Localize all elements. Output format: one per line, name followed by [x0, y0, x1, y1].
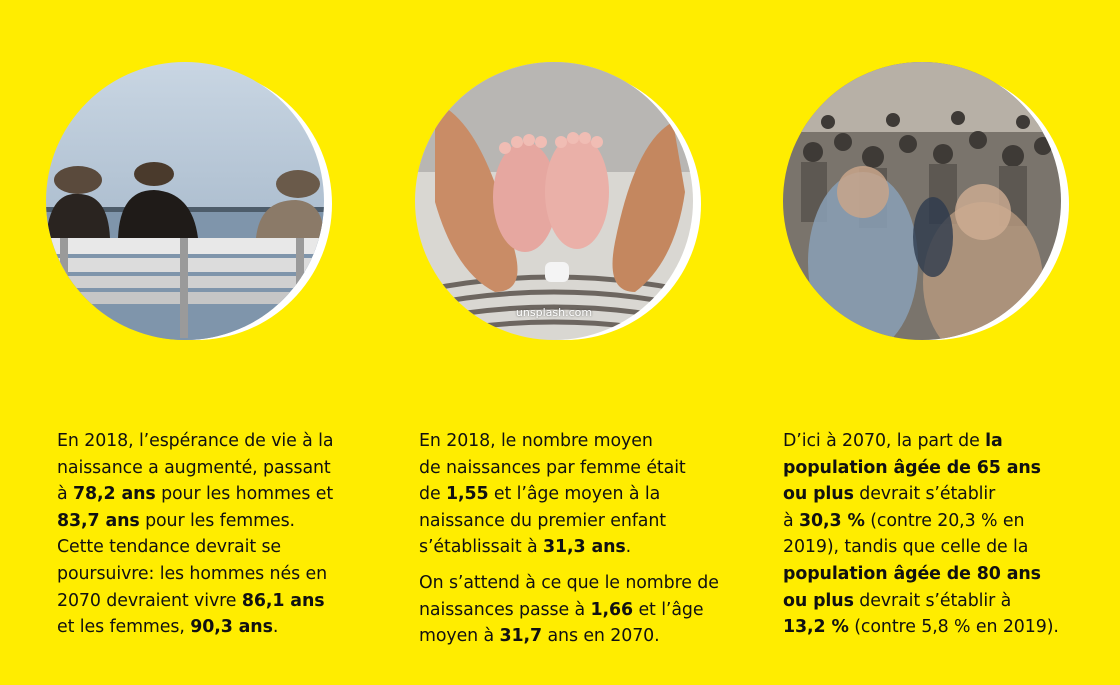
highlight-value: 30,3 %	[799, 510, 865, 531]
highlight-value: ou plus	[783, 484, 854, 505]
highlight-value: 13,2 %	[783, 617, 849, 638]
highlight-value: 83,7 ans	[57, 510, 140, 531]
highlight-value: 1,55	[445, 484, 489, 505]
panel-births: unsplash.com En 2018, le nombre moyen de …	[413, 0, 733, 685]
text-run: naissances passe à	[419, 599, 591, 620]
text-run: Cette tendance devrait se	[57, 537, 282, 558]
highlight-value: 90,3 ans	[190, 617, 273, 638]
ageing-population-text: D’ici à 2070, la part de la population âg…	[783, 428, 1083, 641]
highlight-value: population âgée de 65 ans	[783, 457, 1041, 478]
text-run: On s’attend à ce que le nombre de	[419, 572, 719, 593]
births-text: En 2018, le nombre moyen de naissances pa…	[419, 428, 739, 650]
text-run: naissance a augmenté, passant	[57, 457, 331, 478]
text-run: et l’âge	[633, 599, 704, 620]
text-run: .	[272, 617, 279, 638]
highlight-value: ou plus	[783, 590, 854, 611]
text-run: à	[783, 510, 799, 531]
photo-circle-crowd	[783, 62, 1073, 352]
text-run: ans en 2070.	[542, 626, 660, 647]
text-run: pour les femmes.	[139, 510, 295, 531]
photo-credit: unsplash.com	[515, 306, 593, 319]
text-run: devrait s’établir	[853, 484, 996, 505]
text-run: moyen à	[419, 626, 500, 647]
panel-ageing-population: D’ici à 2070, la part de la population âg…	[781, 0, 1101, 685]
paragraph: En 2018, l’espérance de vie à la naissanc…	[57, 428, 357, 641]
life-expectancy-text: En 2018, l’espérance de vie à la naissanc…	[57, 428, 357, 641]
photo-circle-baby: unsplash.com	[415, 62, 705, 352]
text-run: 2019), tandis que celle de la	[783, 537, 1029, 558]
highlight-value: 86,1 ans	[241, 590, 325, 611]
highlight-value: 78,2 ans	[73, 484, 156, 505]
text-run: s’établissait à	[419, 537, 544, 558]
paragraph: En 2018, le nombre moyen de naissances pa…	[419, 428, 739, 561]
text-run: 2070 devraient vivre	[57, 590, 242, 611]
text-run: de naissances par femme était	[419, 457, 686, 478]
paragraph: D’ici à 2070, la part de la population âg…	[783, 428, 1083, 641]
highlight-value: population âgée de 80 ans	[783, 563, 1041, 584]
elderly-people-photo	[46, 62, 324, 340]
text-run: et les femmes,	[57, 617, 191, 638]
panel-life-expectancy: En 2018, l’espérance de vie à la naissanc…	[44, 0, 364, 685]
text-run: pour les hommes et	[155, 484, 334, 505]
text-run: (contre 5,8 % en 2019).	[848, 617, 1059, 638]
highlight-value: 31,3 ans	[543, 537, 626, 558]
baby-feet-photo: unsplash.com	[415, 62, 693, 340]
highlight-value: 1,66	[590, 599, 634, 620]
highlight-value: la	[985, 431, 1003, 451]
text-run: naissance du premier enfant	[419, 510, 666, 531]
text-run: à	[57, 484, 73, 505]
crowd-photo	[783, 62, 1061, 340]
paragraph: On s’attend à ce que le nombre de naissan…	[419, 570, 739, 650]
highlight-value: 31,7	[499, 626, 543, 647]
text-run: poursuivre: les hommes nés en	[57, 563, 327, 584]
photo-circle-elderly	[46, 62, 336, 352]
text-run: En 2018, le nombre moyen	[419, 431, 653, 451]
text-run: de	[419, 484, 446, 505]
text-run: (contre 20,3 % en	[864, 510, 1025, 531]
text-run: En 2018, l’espérance de vie à la	[57, 431, 334, 451]
text-run: et l’âge moyen à la	[488, 484, 661, 505]
text-run: D’ici à 2070, la part de	[783, 431, 986, 451]
text-run: .	[625, 537, 632, 558]
text-run: devrait s’établir à	[853, 590, 1012, 611]
